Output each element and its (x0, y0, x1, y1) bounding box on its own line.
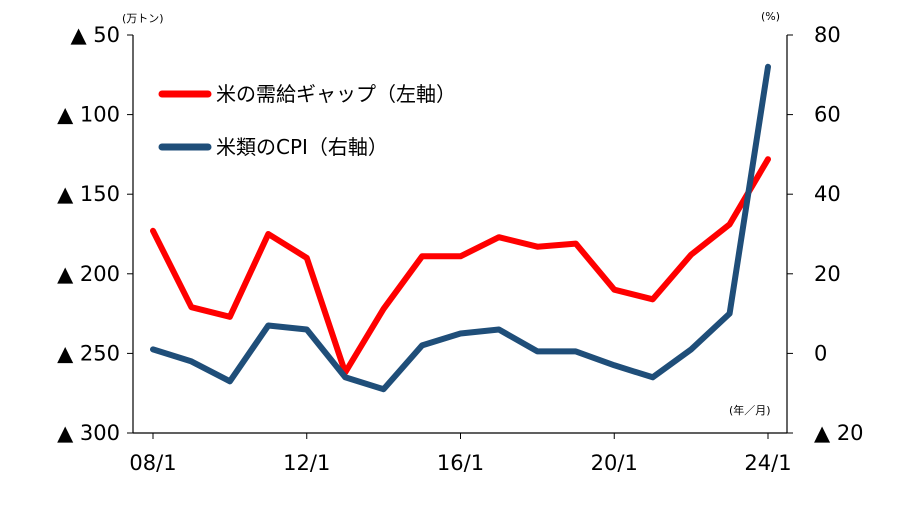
x-tick-label: 08/1 (129, 451, 176, 475)
right-tick-label: ▲ 20 (814, 421, 864, 445)
legend: 米の需給ギャップ（左軸） 米類のCPI（右軸） (158, 82, 456, 159)
right-axis-unit: (%) (761, 10, 780, 23)
x-tick-label: 12/1 (283, 451, 330, 475)
x-tick-label: 16/1 (437, 451, 484, 475)
x-axis-unit: (年／月) (729, 403, 771, 417)
axes (127, 34, 793, 439)
tick-labels: ▲ 50 ▲ 100 ▲ 150 ▲ 200 ▲ 250 ▲ 300 80 60 40 20 0 ▲ … (57, 23, 863, 475)
x-tick-label: 24/1 (744, 451, 791, 475)
right-tick-label: 0 (814, 341, 827, 365)
right-tick-label: 80 (814, 23, 841, 47)
left-tick-label: ▲ 150 (57, 182, 120, 206)
legend-label-supply-gap: 米の需給ギャップ（左軸） (216, 82, 456, 106)
right-tick-label: 40 (814, 182, 841, 206)
series-line-cpi (150, 63, 771, 393)
left-tick-label: ▲ 100 (57, 103, 120, 127)
left-tick-label: ▲ 300 (57, 421, 120, 445)
legend-label-cpi: 米類のCPI（右軸） (216, 135, 388, 159)
right-tick-label: 20 (814, 262, 841, 286)
left-tick-label: ▲ 250 (57, 341, 120, 365)
left-tick-label: ▲ 200 (57, 262, 120, 286)
left-axis-unit: (万トン) (122, 12, 164, 25)
series-lines (150, 63, 771, 393)
series-line-supply-gap (150, 156, 771, 376)
left-tick-label: ▲ 50 (70, 23, 120, 47)
right-tick-label: 60 (814, 103, 841, 127)
x-tick-label: 20/1 (591, 451, 638, 475)
